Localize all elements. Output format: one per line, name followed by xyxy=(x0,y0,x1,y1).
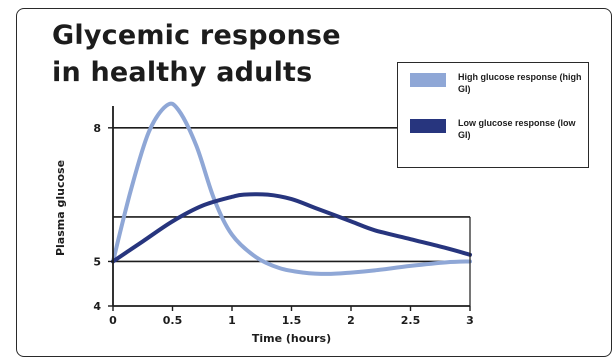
y-tick-label-0: 4 xyxy=(93,300,101,313)
x-tick-label-6: 3 xyxy=(466,314,474,327)
x-tick-label-2: 1 xyxy=(228,314,236,327)
series-line-low-gi xyxy=(111,192,472,264)
legend-swatch-low-gi xyxy=(410,119,446,133)
legend-label-high-gi: High glucose response (high GI) xyxy=(458,72,582,94)
legend-swatch-high-gi xyxy=(410,73,446,87)
chart-title-line-2: in healthy adults xyxy=(52,57,313,88)
y-tick-label-2: 8 xyxy=(93,122,101,135)
x-tick-label-3: 1.5 xyxy=(282,314,302,327)
x-tick-label-0: 0 xyxy=(109,314,117,327)
x-axis-label: Time (hours) xyxy=(252,332,331,345)
x-tick-label-4: 2 xyxy=(347,314,355,327)
x-tick-label-1: 0.5 xyxy=(163,314,183,327)
chart-title-line-1: Glycemic response xyxy=(52,20,341,51)
legend-label-low-gi: Low glucose response (low GI) xyxy=(458,118,576,140)
x-tick-label-5: 2.5 xyxy=(401,314,421,327)
y-tick-label-1: 5 xyxy=(93,255,101,268)
y-axis-label: Plasma glucose xyxy=(54,160,67,256)
series-line-high-gi xyxy=(111,101,472,276)
chart-legend: High glucose response (high GI) Low gluc… xyxy=(397,62,589,168)
